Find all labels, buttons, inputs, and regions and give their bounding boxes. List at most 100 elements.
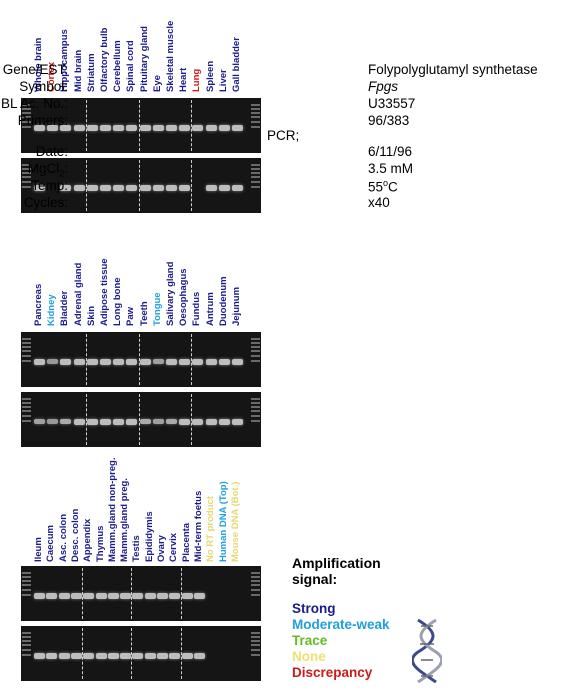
ladder-band	[22, 168, 31, 170]
pcr-label: PCR;	[267, 128, 300, 143]
tissue-label: Spinal cord	[125, 40, 137, 92]
ladder-band	[251, 640, 260, 642]
legend-title-line1: Amplification	[292, 555, 381, 571]
ladder-band	[22, 176, 31, 178]
tissue-label: Cerebellum	[112, 40, 124, 92]
ladder-band	[251, 420, 260, 422]
gel-band	[205, 185, 217, 191]
tissue-label: Placenta	[180, 522, 192, 562]
ladder-band	[22, 584, 31, 586]
gel-image-2b	[21, 392, 261, 447]
gel-band	[47, 125, 59, 131]
gel-band	[126, 359, 138, 365]
lane-divider	[180, 568, 182, 619]
ladder-band	[251, 594, 260, 596]
legend-item: None	[292, 649, 326, 664]
tissue-label: Mamm.gland non-preg.	[106, 457, 118, 563]
pcr-row: PCR;	[267, 128, 299, 145]
gel-band	[58, 593, 70, 599]
temp-value: 55oC	[368, 178, 398, 195]
gel-band	[126, 125, 138, 131]
gel-band	[34, 653, 45, 659]
gel-band	[181, 593, 193, 599]
gel-band	[192, 419, 204, 425]
ladder-band	[251, 584, 260, 586]
gel-band	[100, 359, 111, 365]
ladder-band	[251, 116, 260, 118]
ladder-band	[22, 104, 31, 106]
ladder-band	[251, 355, 260, 357]
gel-image-1a	[21, 98, 261, 153]
tissue-label: Mamm.gland preg.	[119, 478, 131, 562]
gel-band	[139, 359, 151, 365]
gel-band	[107, 593, 119, 599]
lane-divider	[131, 568, 133, 619]
dna-helix-icon	[412, 618, 442, 684]
ladder-band	[22, 116, 31, 118]
ladder-band	[251, 108, 260, 110]
tissue-label: Paw	[125, 306, 137, 326]
gel-band	[113, 359, 125, 365]
lane-divider	[191, 394, 193, 445]
ladder-band	[251, 126, 260, 128]
gel-band	[86, 185, 98, 191]
gel-band	[34, 185, 45, 191]
embl-key: EMBL Ac. No.:	[0, 96, 68, 111]
gel-band	[60, 419, 72, 425]
gel-image-3b	[21, 626, 261, 681]
lane-divider	[138, 394, 140, 445]
gel-band	[132, 653, 144, 659]
ladder-band	[251, 576, 260, 578]
gel-band	[120, 653, 132, 659]
gel-band	[193, 593, 205, 599]
gel-band	[107, 653, 119, 659]
ladder-band	[22, 355, 31, 357]
gel-band	[86, 125, 98, 131]
ladder-band	[251, 580, 260, 582]
ladder-band	[251, 654, 260, 656]
gel-band	[166, 185, 177, 191]
tissue-label: Appendix	[82, 518, 94, 562]
ladder-band	[251, 186, 260, 188]
tissue-label: Cervix	[168, 532, 180, 562]
gel-band	[205, 359, 217, 365]
gel-band	[157, 653, 168, 659]
tissue-label: Mid brain	[72, 49, 84, 92]
gel-band	[232, 419, 243, 425]
gel-band	[232, 359, 243, 365]
gel-image-3a	[21, 566, 261, 621]
gel-band	[34, 593, 45, 599]
gel-band	[58, 653, 70, 659]
ladder-band	[22, 181, 31, 183]
primers-value: 96/383	[368, 113, 410, 128]
tissue-label: Asc. colon	[57, 513, 69, 562]
gel-image-1b	[21, 158, 261, 213]
gel-band	[126, 419, 138, 425]
gel-band	[139, 185, 151, 191]
embl-value: U33557	[368, 96, 416, 111]
lane-divider	[85, 100, 87, 151]
gel-band	[192, 359, 204, 365]
tissue-label: Oesophagus	[178, 268, 190, 326]
mgcl-subscript: 2	[59, 168, 65, 179]
gel-band	[113, 185, 125, 191]
ladder-band	[251, 342, 260, 344]
gel-band	[179, 185, 191, 191]
ladder-band	[22, 632, 31, 634]
ladder-band	[22, 172, 31, 174]
gel-band	[181, 653, 193, 659]
tissue-label: Liver	[217, 69, 229, 92]
ladder-band	[22, 406, 31, 408]
gel-band	[139, 125, 151, 131]
gel-band	[152, 359, 164, 365]
gel-band	[95, 653, 107, 659]
lane-divider	[191, 160, 193, 211]
gel-band	[166, 125, 177, 131]
tissue-label: Fundus	[191, 291, 203, 326]
gel-band	[218, 359, 230, 365]
ladder-band	[22, 126, 31, 128]
lane-divider	[85, 334, 87, 385]
gel-band	[179, 359, 191, 365]
gel-band	[139, 419, 151, 425]
tissue-label: Salivary gland	[165, 261, 176, 326]
